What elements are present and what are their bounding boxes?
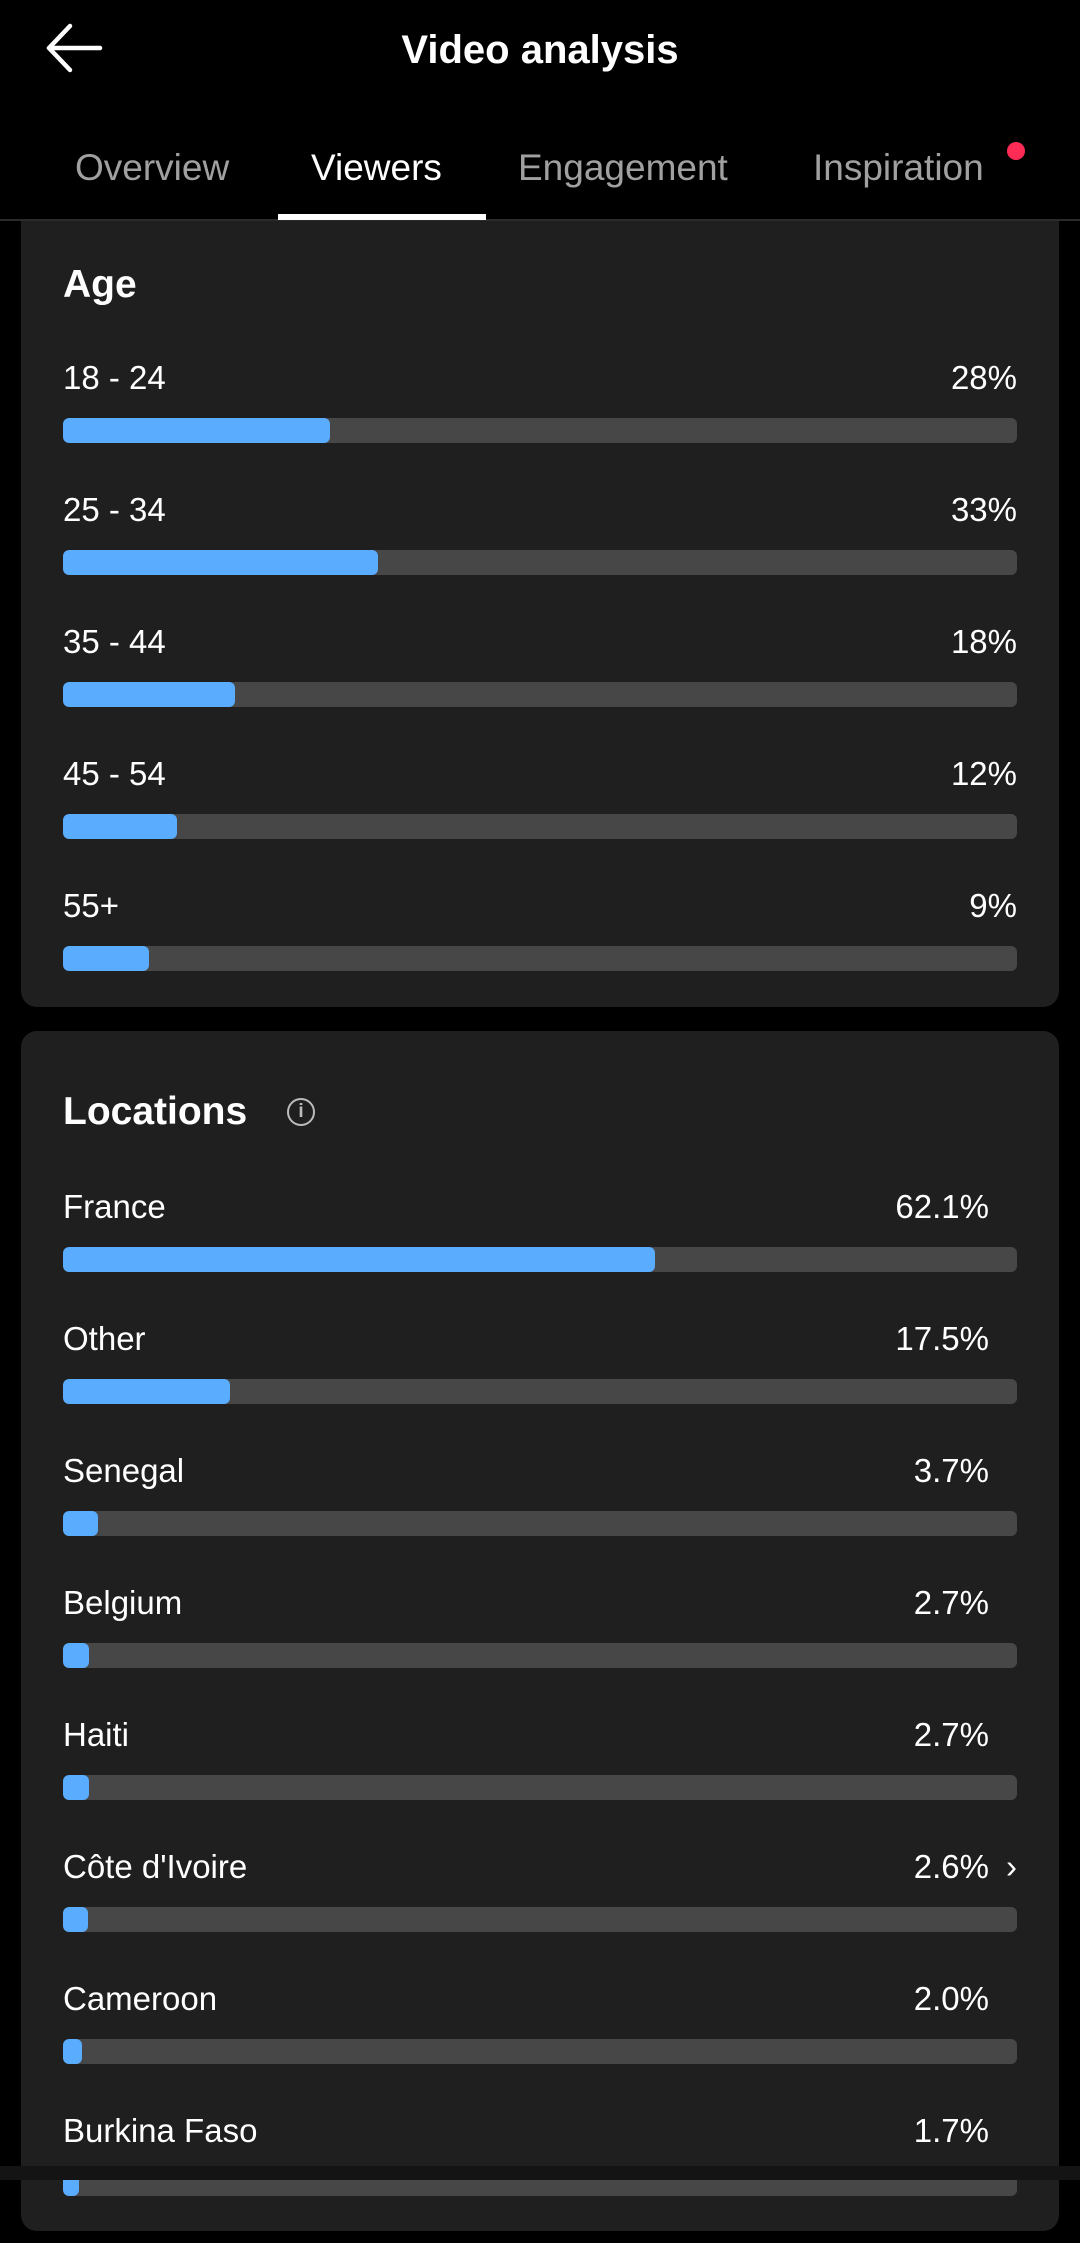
- location-label: Côte d'Ivoire: [63, 1848, 248, 1885]
- location-bar-fill: [63, 1511, 99, 1536]
- location-percent: 62.1%: [895, 1188, 989, 1225]
- location-label: Other: [63, 1320, 146, 1357]
- location-percent: 2.7%: [913, 1716, 989, 1753]
- age-percent: 18%: [950, 623, 1017, 660]
- age-percent: 9%: [969, 887, 1017, 924]
- tab-overview[interactable]: Overview: [75, 147, 230, 188]
- age-bar-track: [63, 946, 1017, 971]
- location-label: France: [63, 1188, 166, 1225]
- age-row: 18 - 24 28%: [63, 358, 1017, 490]
- location-bar-fill: [63, 2039, 83, 2064]
- active-tab-indicator: [278, 214, 486, 220]
- location-row[interactable]: Côte d'Ivoire 2.6% ›: [63, 1847, 1017, 1979]
- location-row: Haiti 2.7%: [63, 1715, 1017, 1847]
- arrow-left-icon: [46, 23, 103, 73]
- age-row: 35 - 44 18%: [63, 622, 1017, 754]
- location-label: Burkina Faso: [63, 2112, 258, 2149]
- page-title: Video analysis: [401, 28, 679, 72]
- info-circle-icon[interactable]: i: [287, 1098, 315, 1126]
- location-row: Cameroon 2.0%: [63, 1979, 1017, 2111]
- location-bar-fill: [63, 1643, 89, 1668]
- location-bar-track: [63, 1907, 1017, 1932]
- location-row: Belgium 2.7%: [63, 1583, 1017, 1715]
- top-bar: Video analysis Overview Viewers Engageme…: [0, 0, 1080, 221]
- age-label: 18 - 24: [63, 359, 166, 396]
- location-label: Belgium: [63, 1584, 183, 1621]
- age-bar-fill: [63, 550, 378, 575]
- location-bar-fill: [63, 1247, 656, 1272]
- age-row: 55+ 9%: [63, 886, 1017, 1018]
- locations-list: France 62.1% Other 17.5% Senegal 3.7% Belgium 2…: [63, 1187, 1017, 2243]
- age-label: 35 - 44: [63, 623, 166, 660]
- age-label: 55+: [63, 887, 119, 924]
- age-bar-track: [63, 418, 1017, 443]
- age-label: 45 - 54: [63, 755, 166, 792]
- age-bar-fill: [63, 418, 331, 443]
- location-bar-fill: [63, 1379, 230, 1404]
- location-row: Other 17.5%: [63, 1319, 1017, 1451]
- locations-card: Locations i France 62.1% Other 17.5% Senegal…: [21, 1031, 1059, 2231]
- locations-title: Locations: [63, 1090, 248, 1133]
- location-label: Cameroon: [63, 1980, 218, 2017]
- location-bar-track: [63, 1511, 1017, 1536]
- location-percent: 2.6%: [913, 1848, 989, 1885]
- age-bar-fill: [63, 946, 149, 971]
- location-percent: 2.0%: [913, 1980, 989, 2017]
- chevron-right-icon[interactable]: ›: [1006, 1848, 1017, 1885]
- age-bar-track: [63, 814, 1017, 839]
- age-title: Age: [63, 263, 137, 306]
- age-bar-track: [63, 682, 1017, 707]
- location-bar-fill: [63, 1775, 89, 1800]
- age-percent: 28%: [950, 359, 1017, 396]
- age-bar-fill: [63, 814, 178, 839]
- age-label: 25 - 34: [63, 491, 166, 528]
- notification-dot: [1007, 142, 1025, 160]
- age-list: 18 - 24 28% 25 - 34 33% 35 - 44 18% 45 - 54 12%…: [63, 358, 1017, 1018]
- location-bar-track: [63, 1247, 1017, 1272]
- location-bar-track: [63, 1379, 1017, 1404]
- age-percent: 33%: [950, 491, 1017, 528]
- location-label: Haiti: [63, 1716, 130, 1753]
- location-row: France 62.1%: [63, 1187, 1017, 1319]
- location-bar-track: [63, 1643, 1017, 1668]
- age-percent: 12%: [950, 755, 1017, 792]
- age-bar-track: [63, 550, 1017, 575]
- age-bar-fill: [63, 682, 235, 707]
- location-bar-track: [63, 2039, 1017, 2064]
- location-percent: 17.5%: [895, 1320, 989, 1357]
- tab-viewers[interactable]: Viewers: [311, 147, 442, 188]
- tab-engagement[interactable]: Engagement: [518, 147, 728, 188]
- location-percent: 2.7%: [913, 1584, 989, 1621]
- age-row: 25 - 34 33%: [63, 490, 1017, 622]
- bottom-bar: [0, 2166, 1080, 2180]
- age-row: 45 - 54 12%: [63, 754, 1017, 886]
- location-label: Senegal: [63, 1452, 185, 1489]
- age-card: Age 18 - 24 28% 25 - 34 33% 35 - 44 18% 45 - 5…: [21, 150, 1059, 1007]
- location-bar-fill: [63, 1907, 88, 1932]
- location-percent: 3.7%: [913, 1452, 989, 1489]
- back-button[interactable]: [44, 22, 104, 78]
- location-row: Senegal 3.7%: [63, 1451, 1017, 1583]
- location-bar-track: [63, 1775, 1017, 1800]
- location-percent: 1.7%: [913, 2112, 989, 2149]
- tab-bar: Overview Viewers Engagement Inspiration: [0, 142, 1080, 220]
- tab-inspiration[interactable]: Inspiration: [813, 147, 984, 188]
